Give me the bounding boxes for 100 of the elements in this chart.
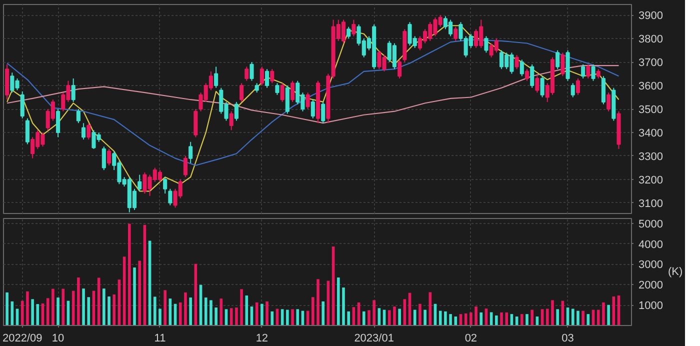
bar xyxy=(530,310,534,326)
y-tick-label: 3400 xyxy=(638,127,663,140)
bar xyxy=(337,278,340,326)
bar xyxy=(164,290,166,326)
candlestick xyxy=(265,68,270,88)
candlestick xyxy=(250,62,254,82)
y-tick-label: 3100 xyxy=(638,198,663,210)
bar xyxy=(102,288,106,326)
bar xyxy=(87,297,90,326)
bar xyxy=(235,308,238,326)
y-tick-label: 3200 xyxy=(638,174,663,186)
candlestick xyxy=(606,92,611,112)
candlestick xyxy=(183,155,188,178)
bar xyxy=(270,311,274,326)
candlestick xyxy=(82,122,86,140)
bar xyxy=(368,310,370,326)
candlestick xyxy=(560,52,565,77)
bar xyxy=(596,310,600,326)
candlestick xyxy=(321,101,326,124)
bar xyxy=(342,288,345,326)
bar xyxy=(454,316,458,326)
candlestick xyxy=(576,78,580,96)
candlestick xyxy=(260,66,264,86)
bar xyxy=(210,300,212,326)
bar xyxy=(62,288,65,326)
bar xyxy=(82,288,85,326)
bar xyxy=(52,288,54,326)
bar xyxy=(312,297,314,326)
bar xyxy=(474,306,478,326)
x-tick-label: 02 xyxy=(464,332,478,344)
candlestick xyxy=(591,64,596,82)
candlestick xyxy=(25,118,30,145)
bar xyxy=(158,308,162,326)
candlestick xyxy=(138,174,142,192)
candlestick xyxy=(586,64,590,79)
x-tick-label: 03 xyxy=(562,332,574,344)
x-tick-label: 12 xyxy=(256,332,268,344)
bar xyxy=(449,314,452,326)
bar xyxy=(602,302,605,326)
candlestick xyxy=(270,68,274,84)
bar xyxy=(77,278,80,326)
candlestick xyxy=(254,82,259,94)
bar xyxy=(470,312,472,326)
candlestick xyxy=(20,90,24,119)
candlestick xyxy=(244,66,249,82)
bar xyxy=(582,310,584,326)
bar xyxy=(245,295,248,326)
candlestick xyxy=(280,82,284,102)
bar xyxy=(189,298,192,326)
candlestick xyxy=(71,78,76,102)
bar xyxy=(178,302,182,326)
y-tick-label: 1000 xyxy=(638,300,663,312)
candlestick xyxy=(352,19,356,37)
candlestick xyxy=(188,141,193,164)
candlestick xyxy=(570,82,575,98)
candlestick xyxy=(106,148,112,166)
y-tick-label: 3700 xyxy=(638,57,663,70)
bar xyxy=(362,311,366,326)
bar xyxy=(204,298,208,326)
candlestick xyxy=(346,26,351,40)
bar xyxy=(347,311,350,326)
bar xyxy=(153,296,156,326)
candlestick xyxy=(229,110,234,131)
bar xyxy=(138,260,141,326)
bar xyxy=(184,292,187,326)
bar xyxy=(418,304,422,326)
candlestick xyxy=(234,101,238,122)
bar xyxy=(495,315,498,326)
bar xyxy=(571,308,574,326)
candlestick xyxy=(540,76,544,98)
bar xyxy=(266,301,268,326)
candlestick xyxy=(285,85,290,114)
candlestick xyxy=(76,108,80,124)
candlestick xyxy=(601,76,606,105)
bar xyxy=(398,308,401,326)
y-tick-label: 5000 xyxy=(638,218,663,230)
bar xyxy=(480,312,483,326)
bar xyxy=(393,306,396,326)
bar xyxy=(372,300,376,326)
bar xyxy=(26,291,29,326)
y-tick-label: 3600 xyxy=(638,80,663,93)
bar xyxy=(133,268,136,326)
y-tick-label: 3000 xyxy=(638,259,663,272)
bar xyxy=(214,308,218,326)
bar xyxy=(286,310,289,326)
bar xyxy=(20,300,24,326)
candlestick xyxy=(454,26,458,42)
candlestick xyxy=(163,176,168,194)
x-tick-label: 10 xyxy=(52,332,64,344)
bar xyxy=(526,314,528,326)
bar xyxy=(551,300,554,326)
candlestick xyxy=(168,188,172,206)
y-tick-label: 3900 xyxy=(638,10,663,22)
x-tick-label: 2023/01 xyxy=(354,332,394,344)
bar xyxy=(505,312,508,326)
line-series xyxy=(6,65,620,124)
bar xyxy=(388,310,391,326)
candlestick xyxy=(290,80,295,102)
bar xyxy=(607,304,610,326)
y-tick-label: 4000 xyxy=(638,238,663,251)
